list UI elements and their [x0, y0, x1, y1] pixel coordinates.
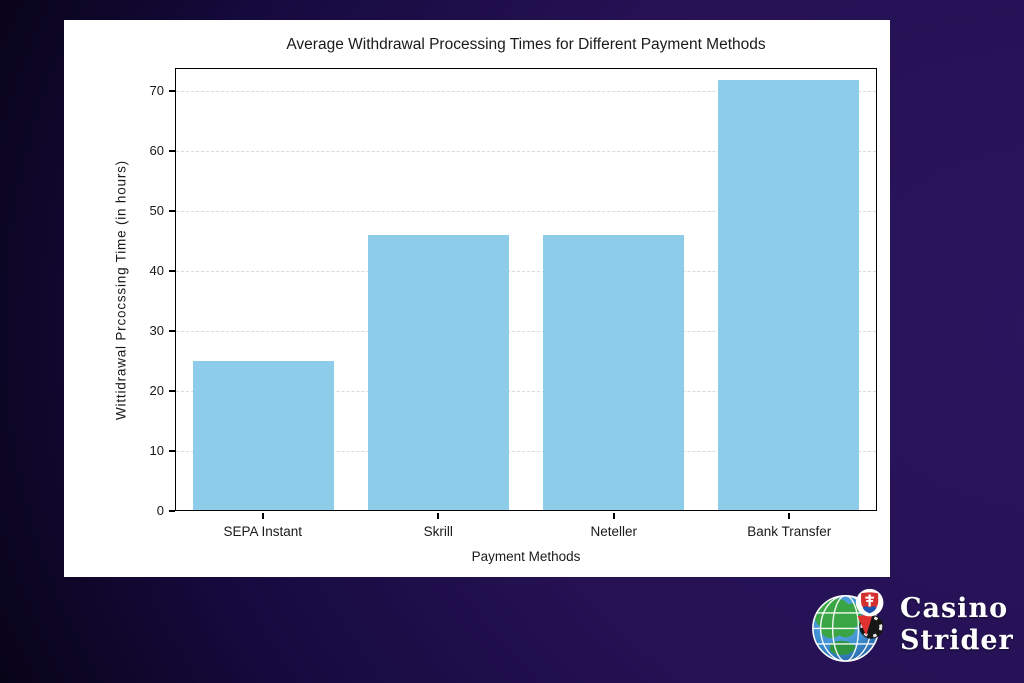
- y-tick-label-60: 60: [149, 142, 164, 158]
- gridline-20: [176, 391, 876, 393]
- x-tick-label-bank-transfer: Bank Transfer: [747, 524, 832, 539]
- y-tick-label-50: 50: [149, 202, 164, 218]
- y-tick-mark-40: [169, 270, 175, 272]
- gridline-60: [176, 151, 876, 153]
- y-tick-label-30: 30: [149, 322, 164, 338]
- y-tick-mark-70: [169, 90, 175, 92]
- x-tick-label-neteller: Neteller: [590, 524, 638, 539]
- x-tick-label-skrill: Skrill: [423, 524, 453, 539]
- y-tick-mark-60: [169, 150, 175, 152]
- y-tick-mark-0: [169, 510, 175, 512]
- x-tick-label-sepa-instant: SEPA Instant: [223, 524, 303, 539]
- logo-wordmark: Casino Strider: [900, 593, 1014, 657]
- bar-bank-transfer: [717, 79, 860, 510]
- globe-icon: [812, 588, 884, 662]
- y-tick-mark-10: [169, 450, 175, 452]
- x-tick-mark-skrill: [437, 512, 440, 519]
- casino-strider-logo: Casino Strider: [806, 582, 1014, 668]
- y-tick-label-20: 20: [149, 382, 164, 398]
- y-tick-mark-50: [169, 210, 175, 212]
- plot-area: [175, 68, 877, 511]
- bar-sepa-instant: [192, 360, 335, 510]
- y-tick-label-0: 0: [156, 503, 164, 518]
- gridline-30: [176, 331, 876, 333]
- y-tick-label-70: 70: [149, 82, 164, 98]
- logo-line1: Casino: [900, 593, 1009, 625]
- y-tick-mark-20: [169, 390, 175, 392]
- y-axis-label: Wittidrawal Prcocssing Time (in hours): [113, 160, 129, 420]
- y-tick-mark-30: [169, 330, 175, 332]
- chart-title: Average Withdrawal Processing Times for …: [286, 36, 766, 53]
- y-tick-label-10: 10: [149, 442, 164, 458]
- y-tick-label-40: 40: [149, 262, 164, 278]
- gridline-10: [176, 451, 876, 453]
- x-tick-mark-sepa-instant: [261, 512, 264, 519]
- x-tick-mark-neteller: [612, 512, 615, 519]
- gridline-40: [176, 271, 876, 273]
- gridline-50: [176, 211, 876, 213]
- x-tick-mark-bank-transfer: [788, 512, 791, 519]
- bar-neteller: [542, 235, 685, 510]
- gridline-70: [176, 91, 876, 92]
- logo-line2: Strider: [900, 625, 1014, 656]
- x-axis-label: Payment Methods: [471, 549, 581, 564]
- location-pin-icon: [855, 588, 884, 636]
- chart-panel: Average Withdrawal Processing Times for …: [64, 20, 890, 577]
- bar-skrill: [367, 235, 510, 510]
